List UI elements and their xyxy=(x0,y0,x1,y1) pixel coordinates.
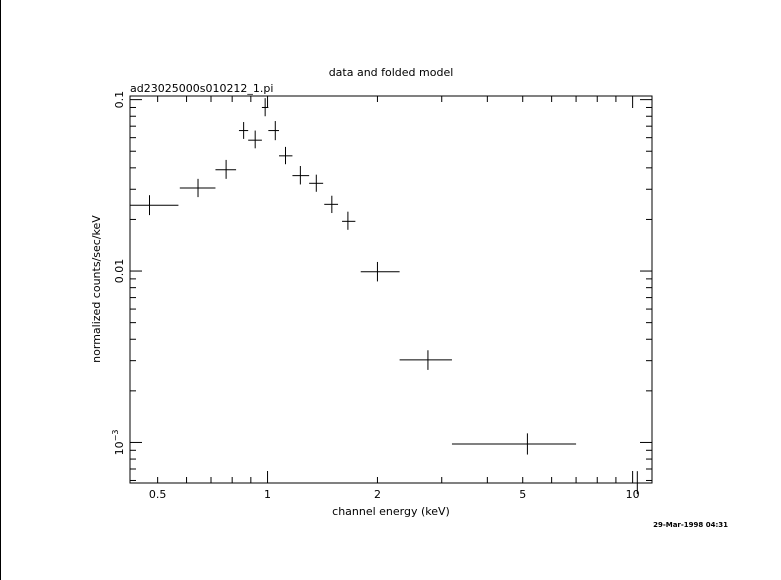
plot-frame xyxy=(129,95,653,484)
data-point xyxy=(399,350,452,370)
data-point xyxy=(342,211,356,230)
data-point xyxy=(292,166,310,185)
window-left-border xyxy=(0,0,1,580)
y-tick-label: 10−3 xyxy=(111,430,126,456)
timestamp: 29-Mar-1998 04:31 xyxy=(653,521,728,529)
axis-tick-labels: 0.5 1 2 5 10 0.1 0.01 10−3 xyxy=(111,91,640,501)
data-point xyxy=(576,471,652,495)
y-tick-exponent: −3 xyxy=(111,430,120,442)
y-tick-label: 0.01 xyxy=(113,259,126,284)
data-point xyxy=(451,433,577,455)
data-point xyxy=(238,122,249,139)
x-tick-label: 5 xyxy=(519,488,526,501)
data-point xyxy=(268,121,280,141)
data-point xyxy=(261,98,269,117)
data-point xyxy=(179,178,216,198)
data-point xyxy=(248,130,262,149)
data-point xyxy=(309,174,324,192)
axis-ticks xyxy=(130,96,652,483)
x-tick-label: 0.5 xyxy=(149,488,167,501)
y-axis-label: normalized counts/sec/keV xyxy=(90,215,103,363)
x-tick-label: 2 xyxy=(374,488,381,501)
data-point xyxy=(130,195,179,216)
data-point xyxy=(360,261,400,282)
y-tick-label: 0.1 xyxy=(113,91,126,109)
data-point xyxy=(215,159,237,179)
chart-subtitle: ad23025000s010212_1.pi xyxy=(130,82,273,95)
chart-title: data and folded model xyxy=(329,66,454,79)
data-point xyxy=(279,146,293,165)
data-points xyxy=(130,98,652,495)
x-tick-label: 1 xyxy=(264,488,271,501)
x-tick-label: 10 xyxy=(626,488,640,501)
x-axis-label: channel energy (keV) xyxy=(332,505,450,518)
data-point xyxy=(324,195,339,214)
